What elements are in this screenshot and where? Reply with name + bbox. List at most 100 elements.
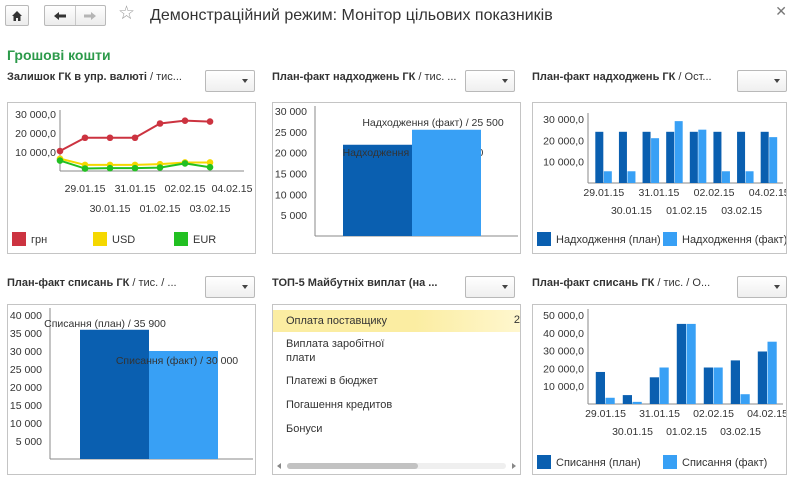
data-point xyxy=(56,147,64,155)
income-total-title-bold: План-факт надходжень ГК xyxy=(272,71,416,83)
list-item[interactable]: Виплата заробітної плати xyxy=(273,337,520,365)
x-tick-label: 30.01.15 xyxy=(612,426,653,438)
chevron-down-icon xyxy=(242,285,248,289)
bar xyxy=(622,395,632,404)
close-icon[interactable]: ✕ xyxy=(775,3,787,19)
income-total-title-rest: / тис. ... xyxy=(415,71,457,83)
data-point xyxy=(156,164,164,171)
bar xyxy=(760,131,769,183)
legend-swatch xyxy=(174,232,188,246)
y-tick-label: 5 000 xyxy=(281,210,307,222)
home-button[interactable] xyxy=(5,5,29,26)
income-daily-period-dropdown[interactable] xyxy=(737,70,787,92)
income-daily-title-rest: / Ост... xyxy=(675,71,712,83)
legend-swatch xyxy=(93,232,107,246)
bar xyxy=(642,131,651,183)
bar xyxy=(666,131,675,183)
y-tick-label: 30 000,0 xyxy=(15,109,56,121)
horizontal-scrollbar[interactable] xyxy=(275,462,518,471)
bar xyxy=(721,171,730,183)
y-tick-label: 15 000 xyxy=(10,400,42,412)
spend-daily-title-rest: / тис. / О... xyxy=(654,277,711,289)
bar xyxy=(149,351,218,459)
data-point xyxy=(131,134,139,142)
legend-label: Списання (факт) xyxy=(682,457,767,469)
data-label: Надходження (факт) / 25 500 xyxy=(362,117,504,129)
selected-row-trail-text: 2 xyxy=(513,314,520,326)
income-daily-bar-chart: 30 000,0 20 000,0 10 000,0 29.01.15 31.01.15… xyxy=(537,113,790,246)
scroll-left-icon[interactable] xyxy=(277,463,281,469)
back-button[interactable] xyxy=(45,6,75,25)
legend-label: Списання (план) xyxy=(556,457,641,469)
data-point xyxy=(106,164,114,172)
list-item-label: Платежі в бюджет xyxy=(286,375,378,387)
x-tick-label: 31.01.15 xyxy=(115,183,156,195)
list-item[interactable]: Платежі в бюджет xyxy=(273,374,520,388)
income-daily-chart-frame: 30 000,0 20 000,0 10 000,0 29.01.15 31.01.15… xyxy=(532,102,790,254)
bar xyxy=(703,367,713,404)
legend-swatch xyxy=(663,455,677,469)
spend-total-period-dropdown[interactable] xyxy=(205,276,255,298)
top5-period-dropdown[interactable] xyxy=(465,276,515,298)
data-point xyxy=(131,164,139,172)
x-tick-label: 02.02.15 xyxy=(693,408,734,420)
spend-daily-title-bold: План-факт списань ГК xyxy=(532,277,655,289)
scroll-right-icon[interactable] xyxy=(512,463,516,469)
scrollbar-thumb[interactable] xyxy=(287,463,419,469)
balance-panel-title: Залишок ГК в упр. валюті / тис... xyxy=(7,71,197,83)
window-title: Демонстраційний режим: Монітор цільових … xyxy=(150,7,553,24)
y-tick-label: 10 000,0 xyxy=(15,147,56,159)
chevron-down-icon xyxy=(242,79,248,83)
bar xyxy=(713,131,722,183)
spend-total-title-bold: План-факт списань ГК xyxy=(7,277,130,289)
y-tick-label: 20 000,0 xyxy=(543,135,584,147)
data-point xyxy=(106,134,114,142)
list-item[interactable]: Бонуси xyxy=(273,422,520,436)
forward-button[interactable] xyxy=(74,6,105,25)
y-tick-label: 10 000 xyxy=(10,418,42,430)
income-total-period-dropdown[interactable] xyxy=(465,70,515,92)
bar xyxy=(698,129,707,183)
y-tick-label: 15 000 xyxy=(275,169,307,181)
bar xyxy=(603,171,612,183)
y-tick-label: 10 000,0 xyxy=(543,381,584,393)
chevron-down-icon xyxy=(502,285,508,289)
balance-period-dropdown[interactable] xyxy=(205,70,255,92)
arrow-left-icon xyxy=(53,11,66,20)
x-tick-label: 29.01.15 xyxy=(585,408,626,420)
list-item[interactable]: Оплата поставщику xyxy=(273,310,415,332)
x-tick-label: 31.01.15 xyxy=(639,187,680,199)
spend-daily-bar-chart: 50 000,0 40 000,0 30 000,0 20 000,0 10 000,0… xyxy=(537,309,788,469)
spend-daily-period-dropdown[interactable] xyxy=(737,276,787,298)
bar xyxy=(769,137,778,183)
list-item-label: Бонуси xyxy=(286,423,323,435)
bar xyxy=(686,323,696,404)
bar xyxy=(745,171,754,183)
bar xyxy=(649,377,659,404)
income-total-bar-chart: 30 000 25 000 20 000 15 000 10 000 5 000 Надхо… xyxy=(275,106,518,237)
x-tick-label: 03.02.15 xyxy=(720,426,761,438)
y-tick-label: 30 000,0 xyxy=(543,114,584,126)
list-item-label: Погашення кредитов xyxy=(286,399,393,411)
bar xyxy=(689,131,698,183)
y-tick-label: 20 000,0 xyxy=(543,363,584,375)
spend-total-title-rest: / тис. / ... xyxy=(129,277,177,289)
top5-panel-title: ТОП-5 Майбутніх виплат (на ... xyxy=(272,277,458,289)
balance-title-bold: Залишок ГК в упр. валюті xyxy=(7,71,147,83)
scrollbar-track[interactable] xyxy=(287,463,506,469)
income-daily-title-bold: План-факт надходжень ГК xyxy=(532,71,676,83)
list-item[interactable]: Погашення кредитов xyxy=(273,398,520,412)
legend-swatch xyxy=(12,232,26,246)
chevron-down-icon xyxy=(774,285,780,289)
bar xyxy=(737,131,746,183)
x-tick-label: 02.02.15 xyxy=(694,187,735,199)
data-point xyxy=(81,165,89,172)
x-tick-label: 30.01.15 xyxy=(611,205,652,217)
section-title: Грошові кошти xyxy=(7,47,111,63)
data-point xyxy=(156,120,164,127)
x-tick-label: 30.01.15 xyxy=(90,203,131,215)
bar xyxy=(627,171,636,183)
x-tick-label: 04.02.15 xyxy=(749,187,786,199)
star-icon[interactable]: ☆ xyxy=(118,3,136,24)
arrow-right-icon xyxy=(84,11,97,20)
